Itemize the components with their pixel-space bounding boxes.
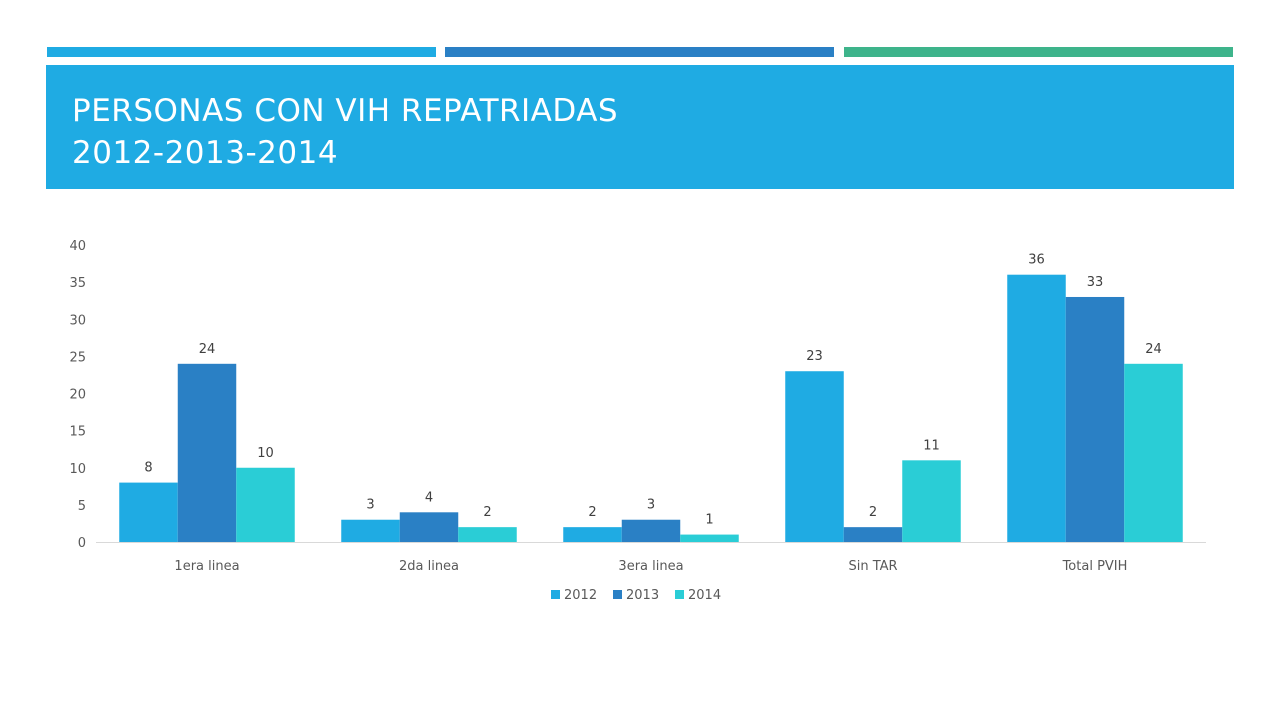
y-tick-label: 25 <box>69 350 86 365</box>
bar-2013-5 <box>1065 296 1125 542</box>
data-label: 3 <box>647 498 655 513</box>
title-band: PERSONAS CON VIH REPATRIADAS 2012-2013-2… <box>46 65 1234 189</box>
data-label: 33 <box>1087 275 1104 290</box>
bar-2012-2 <box>341 519 400 542</box>
bar-2014-4 <box>902 460 961 542</box>
y-axis-ticks: 0 5 10 15 20 25 30 35 40 <box>69 239 86 551</box>
bar-2013-2 <box>399 512 459 542</box>
data-label: 3 <box>366 498 374 513</box>
y-tick-label: 0 <box>78 536 86 551</box>
data-label: 4 <box>425 490 433 505</box>
x-tick-label: 2da linea <box>399 559 459 574</box>
x-tick-label: 3era linea <box>618 559 683 574</box>
y-tick-label: 10 <box>69 462 86 477</box>
bar-2012-5 <box>1007 274 1066 542</box>
x-tick-label: 1era linea <box>174 559 239 574</box>
data-label: 10 <box>257 446 274 461</box>
bar-2014-2 <box>458 527 517 542</box>
accent-bar-2 <box>445 47 834 57</box>
data-label: 2 <box>588 505 596 520</box>
bars <box>119 274 1183 542</box>
data-label: 23 <box>806 349 823 364</box>
data-label: 2 <box>869 505 877 520</box>
data-label: 2 <box>483 505 491 520</box>
bar-2013-1 <box>177 363 237 542</box>
legend: 2012 2013 2014 <box>551 588 721 603</box>
slide-subtitle: 2012-2013-2014 <box>72 135 339 171</box>
bar-2013-3 <box>621 519 681 542</box>
y-tick-label: 15 <box>69 425 86 440</box>
bar-2013-4 <box>843 527 903 542</box>
legend-swatch-2012 <box>551 590 560 599</box>
accent-bar-1 <box>47 47 436 57</box>
data-label: 1 <box>705 513 713 528</box>
data-label: 8 <box>144 461 152 476</box>
legend-label-2013: 2013 <box>626 588 659 603</box>
y-tick-label: 5 <box>78 499 86 514</box>
data-label: 36 <box>1028 253 1045 268</box>
bar-2014-1 <box>236 467 295 542</box>
bar-2014-5 <box>1124 363 1183 542</box>
bar-2012-3 <box>563 527 622 542</box>
legend-swatch-2014 <box>675 590 684 599</box>
data-label: 24 <box>1145 342 1162 357</box>
x-tick-label: Sin TAR <box>848 559 897 574</box>
y-tick-label: 35 <box>69 276 86 291</box>
y-tick-label: 40 <box>69 239 86 254</box>
x-tick-label: Total PVIH <box>1062 559 1128 574</box>
bar-2012-1 <box>119 482 178 542</box>
y-tick-label: 30 <box>69 313 86 328</box>
x-axis-ticks: 1era linea 2da linea 3era linea Sin TAR Tota… <box>174 559 1127 574</box>
legend-label-2012: 2012 <box>564 588 597 603</box>
legend-label-2014: 2014 <box>688 588 721 603</box>
bar-2012-4 <box>785 371 844 542</box>
data-label: 24 <box>199 342 216 357</box>
data-label: 11 <box>923 438 940 453</box>
accent-bar-3 <box>844 47 1233 57</box>
legend-swatch-2013 <box>613 590 622 599</box>
y-tick-label: 20 <box>69 388 86 403</box>
slide-title: PERSONAS CON VIH REPATRIADAS <box>72 93 619 129</box>
bar-2014-3 <box>680 534 739 542</box>
